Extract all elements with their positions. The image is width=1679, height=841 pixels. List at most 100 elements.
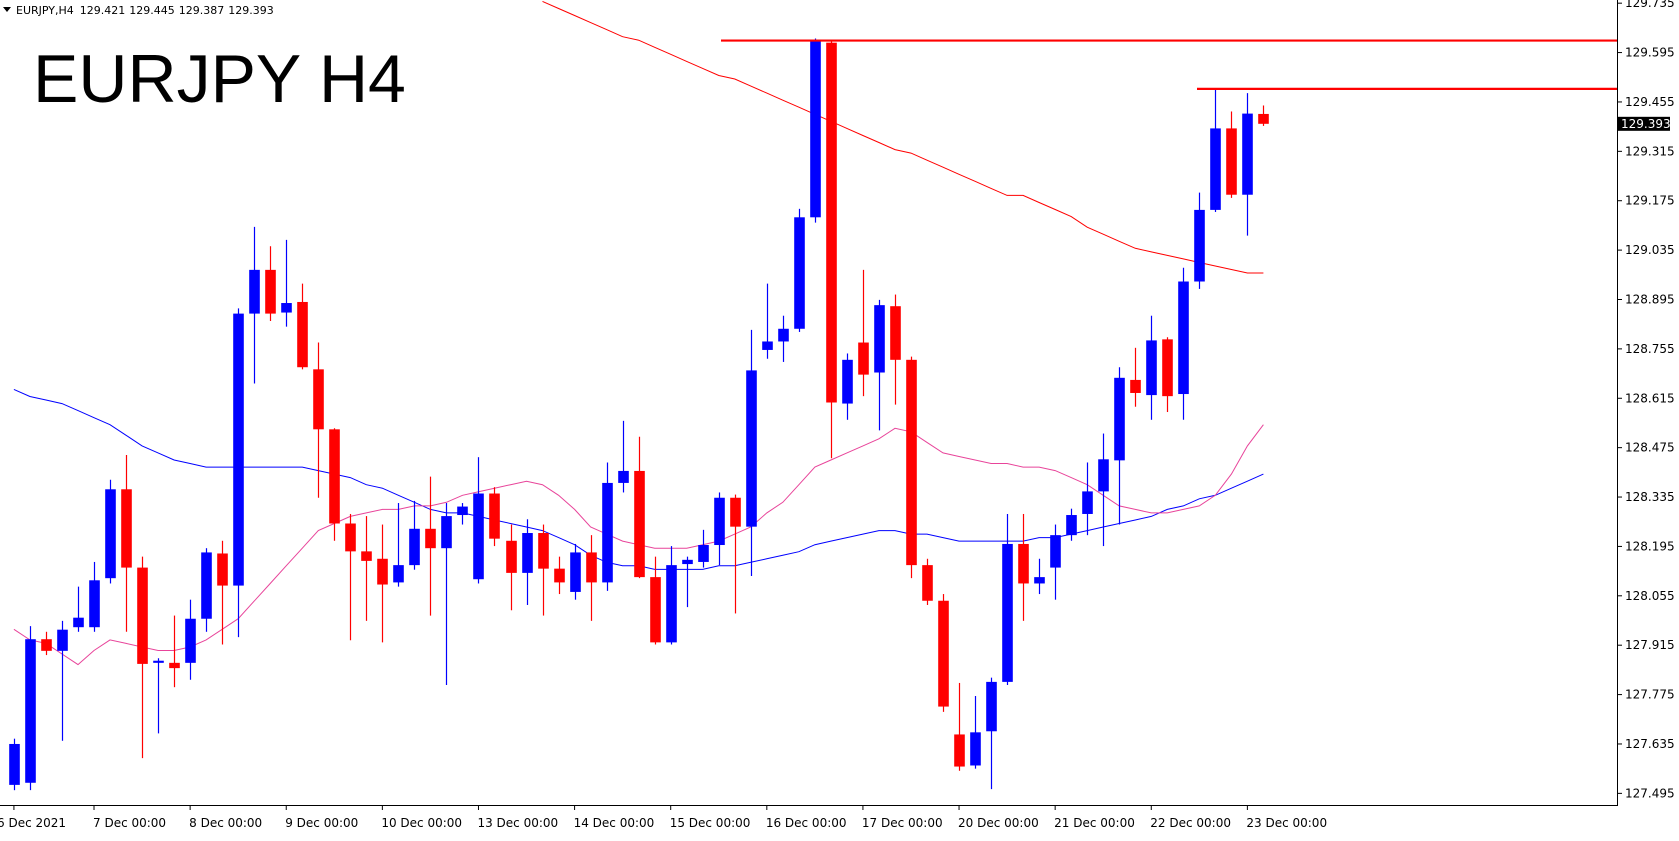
candle-body: [169, 662, 180, 669]
candle-body: [1146, 340, 1157, 396]
candle-body: [1226, 128, 1237, 195]
candle-body: [137, 567, 148, 664]
candle-body: [1178, 281, 1189, 395]
candle-body: [57, 629, 68, 651]
header-low: 129.387: [179, 4, 225, 17]
x-tick-label: 15 Dec 00:00: [670, 816, 751, 830]
x-tick-label: 23 Dec 00:00: [1246, 816, 1327, 830]
y-tick-label: 129.455: [1625, 95, 1675, 109]
y-tick-label: 129.315: [1625, 144, 1675, 158]
x-tick-label: 6 Dec 2021: [0, 816, 66, 830]
candle-body: [842, 359, 853, 404]
x-tick-label: 21 Dec 00:00: [1054, 816, 1135, 830]
candle-body: [1018, 543, 1029, 584]
candle-body: [682, 559, 693, 565]
candle-body: [1258, 113, 1269, 124]
candle-body: [1098, 459, 1109, 492]
header-open: 129.421: [80, 4, 126, 17]
candle-body: [281, 303, 292, 313]
candle-body: [41, 639, 52, 651]
candle-body: [634, 470, 645, 578]
candle-body: [570, 552, 581, 592]
price-label: 129.393: [1621, 117, 1671, 131]
y-tick-label: 128.195: [1625, 539, 1675, 553]
y-tick-label: 129.035: [1625, 243, 1675, 257]
candle-body: [313, 369, 324, 430]
candle-body: [762, 341, 773, 350]
candle-body: [970, 732, 981, 766]
candle-body: [1082, 491, 1093, 514]
y-tick-label: 128.755: [1625, 342, 1675, 356]
candle-body: [9, 743, 20, 785]
symbol: EURJPY,H4: [16, 4, 74, 17]
candle-body: [522, 533, 533, 573]
candle-body: [329, 429, 340, 524]
candle-body: [618, 470, 629, 483]
candle-body: [89, 580, 100, 628]
candle-body: [393, 565, 404, 583]
x-tick-label: 20 Dec 00:00: [958, 816, 1039, 830]
candle-body: [25, 639, 36, 783]
candle-body: [1114, 377, 1125, 461]
y-tick-label: 127.635: [1625, 737, 1675, 751]
x-tick-label: 8 Dec 00:00: [189, 816, 262, 830]
y-tick-label: 128.475: [1625, 441, 1675, 455]
y-tick-label: 127.915: [1625, 638, 1675, 652]
y-tick-label: 127.775: [1625, 688, 1675, 702]
x-tick-label: 13 Dec 00:00: [477, 816, 558, 830]
candle-body: [265, 269, 276, 314]
y-tick-label: 129.595: [1625, 46, 1675, 60]
x-tick-label: 7 Dec 00:00: [93, 816, 166, 830]
header-close: 129.393: [228, 4, 274, 17]
header-high: 129.445: [129, 4, 175, 17]
candle-body: [201, 552, 212, 619]
y-tick-label: 128.055: [1625, 589, 1675, 603]
candle-body: [361, 551, 372, 561]
candle-body: [233, 313, 244, 586]
y-tick-label: 127.495: [1625, 786, 1675, 800]
candle-body: [345, 523, 356, 552]
y-tick-label: 129.175: [1625, 194, 1675, 208]
chart-header: EURJPY,H4 129.421 129.445 129.387 129.393: [16, 4, 274, 17]
candle-body: [425, 528, 436, 549]
candle-body: [874, 305, 885, 373]
candle-body: [650, 577, 661, 643]
candle-body: [602, 482, 613, 583]
candle-body: [1066, 515, 1077, 536]
candle-body: [794, 217, 805, 329]
candle-body: [506, 540, 517, 573]
x-tick-label: 9 Dec 00:00: [285, 816, 358, 830]
plot-area: [9, 0, 1617, 791]
candle-body: [954, 734, 965, 767]
candle-body: [746, 370, 757, 527]
candle-body: [1050, 535, 1061, 568]
candle-body: [826, 42, 837, 403]
candle-body: [986, 681, 997, 732]
candle-body: [858, 342, 869, 375]
candle-body: [1002, 543, 1013, 682]
candle-body: [714, 497, 725, 546]
candle-body: [1130, 379, 1141, 393]
candle-body: [105, 489, 116, 579]
x-tick-label: 16 Dec 00:00: [766, 816, 847, 830]
y-tick-label: 128.895: [1625, 292, 1675, 306]
y-tick-label: 129.735: [1625, 0, 1675, 10]
candle-body: [153, 660, 164, 663]
x-tick-label: 10 Dec 00:00: [381, 816, 462, 830]
candle-body: [121, 489, 132, 568]
candle-body: [217, 553, 228, 586]
menu-triangle[interactable]: [3, 7, 11, 12]
candle-body: [810, 40, 821, 218]
candle-body: [554, 568, 565, 583]
candle-body: [538, 533, 549, 569]
candle-body: [473, 493, 484, 580]
candle-body: [586, 552, 597, 583]
candle-body: [890, 306, 901, 360]
candle-body: [1242, 113, 1253, 195]
candle-body: [1210, 128, 1221, 210]
y-tick-label: 128.335: [1625, 490, 1675, 504]
chart-title: EURJPY H4: [33, 41, 406, 117]
candle-body: [185, 618, 196, 663]
